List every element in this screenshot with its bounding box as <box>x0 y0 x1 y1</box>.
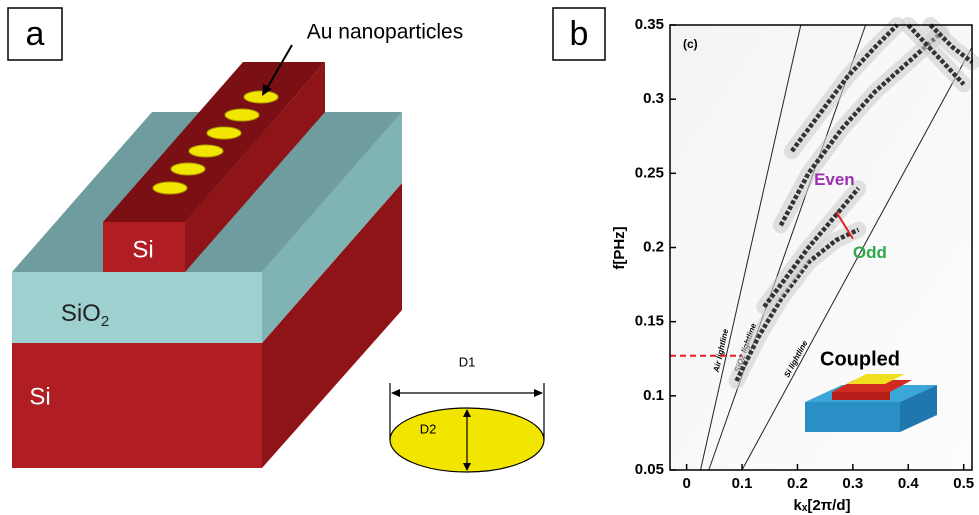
x-axis-label: kₓ[2π/d] <box>794 497 851 514</box>
inset-label: Coupled <box>820 348 900 370</box>
series-line <box>928 23 974 64</box>
series-line <box>835 211 854 240</box>
arrow <box>265 44 293 91</box>
oxide-front <box>12 272 262 343</box>
series-line <box>762 186 861 309</box>
nanoparticles <box>152 90 279 195</box>
arrow-head <box>262 84 272 96</box>
oxide-side <box>262 112 402 343</box>
y-tick-label: 0.35 <box>635 16 664 33</box>
y-tick-label: 0.3 <box>643 90 664 107</box>
x-tick-label: 0.1 <box>732 475 753 492</box>
oxide-label: SiO2 <box>61 300 109 330</box>
panel-label: a <box>26 15 45 53</box>
plot: Air lightline SiO2 lightline Si lightlineE… <box>670 17 979 471</box>
band-annotation: Even <box>814 170 855 189</box>
height-label: D2 <box>420 421 437 436</box>
inner-label: (c) <box>683 37 698 51</box>
x-tick-label: 0.3 <box>842 475 863 492</box>
dimension-arrows <box>391 389 543 471</box>
coupled-inset <box>805 374 937 432</box>
substrate-side <box>262 183 402 468</box>
panel-label-box <box>552 7 606 61</box>
y-tick-label: 0.05 <box>635 461 664 478</box>
ridge-front <box>103 222 185 272</box>
series-line <box>734 227 860 383</box>
oxide-subscript: 2 <box>101 313 109 330</box>
dimension-lines <box>389 383 545 469</box>
y-axis-label: f[PHz] <box>611 226 628 269</box>
y-tick-label: 0.15 <box>635 313 664 330</box>
x-tick-label: 0.5 <box>953 475 974 492</box>
substrate-label: Si <box>29 383 50 410</box>
series-line <box>741 46 973 471</box>
x-tick-label: 0 <box>682 475 690 492</box>
y-tick-label: 0.2 <box>643 238 664 255</box>
panel-label: b <box>570 15 589 53</box>
nanoparticle-label: Au nanoparticles <box>307 21 463 44</box>
ridge-side <box>185 62 325 272</box>
oxide-base: SiO <box>61 300 101 327</box>
series-line <box>700 24 802 471</box>
ridge-label: Si <box>132 236 153 263</box>
x-tick-label: 0.4 <box>898 475 920 492</box>
series-line <box>790 23 899 153</box>
substrate-front <box>12 343 262 468</box>
width-label: D1 <box>459 354 476 369</box>
series-line <box>906 23 966 86</box>
x-tick-label: 0.2 <box>787 475 808 492</box>
y-tick-label: 0.1 <box>643 387 664 404</box>
series-line <box>778 30 944 227</box>
band-annotation: Odd <box>853 243 887 262</box>
panel-label-box <box>7 7 63 61</box>
y-tick-label: 0.25 <box>635 164 664 181</box>
